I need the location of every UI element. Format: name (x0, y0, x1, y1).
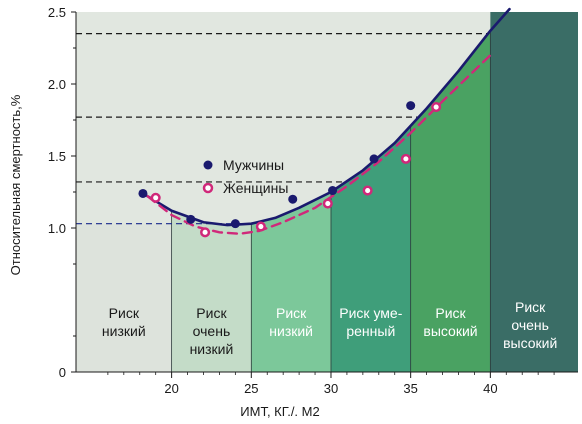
zone-2-label-line-1: низкий (269, 323, 313, 339)
x-tick-label-2: 30 (324, 381, 338, 396)
zone-4-area (410, 30, 491, 372)
reference-lines (76, 32, 489, 225)
y-axis-label: Относительная смертность,% (8, 94, 23, 275)
legend-marker-women (202, 182, 214, 194)
fit-curve-men (141, 7, 511, 227)
men-point-0 (138, 188, 148, 198)
zone-1-label-line-2: низкий (190, 341, 234, 357)
legend-label-women: Женщины (223, 180, 288, 196)
zone-5-label-line-1: очень (511, 317, 549, 333)
women-point-1 (200, 227, 211, 238)
legend-label-men: Мужчины (223, 157, 284, 173)
men-point-3 (288, 194, 298, 204)
men-point-1 (186, 214, 196, 224)
zone-1-label-line-1: очень (193, 323, 231, 339)
zone-5-label-line-0: Риск (515, 299, 546, 315)
x-tick-label-3: 35 (403, 381, 417, 396)
women-point-2 (255, 221, 266, 232)
women-point-0 (150, 192, 161, 203)
data-points (138, 101, 442, 238)
zone-5-label-line-2: высокий (503, 335, 557, 351)
fit-curves (141, 7, 511, 235)
zone-0-label-line-1: низкий (102, 323, 146, 339)
y-tick-label-1: 1.0 (48, 221, 66, 236)
y-tick-label-3: 2.0 (48, 77, 66, 92)
men-point-6 (406, 101, 416, 111)
zone-3-area (330, 125, 411, 372)
women-point-4 (362, 185, 373, 196)
legend-marker-men (203, 160, 213, 170)
fit-curve-women (146, 54, 492, 235)
axes: 0 1.0 1.5 2.0 2.5 20 25 30 35 40 (48, 5, 578, 396)
zone-3-label-line-1: ренный (346, 323, 395, 339)
x-tick-label-0: 20 (164, 381, 178, 396)
women-point-3 (322, 198, 333, 209)
men-point-5 (369, 154, 379, 164)
zone-4-label-line-1: высокий (423, 323, 477, 339)
zone-1-label-line-0: Риск (196, 305, 227, 321)
legend: Мужчины Женщины (202, 157, 288, 196)
risk-zones: Риск низкий Риск очень низкий Риск низкий Риск … (76, 12, 578, 372)
zone-2-area (251, 192, 331, 372)
x-tick-label-4: 40 (483, 381, 497, 396)
men-point-4 (328, 186, 338, 196)
zone-4-label-line-0: Риск (435, 305, 466, 321)
x-tick-label-1: 25 (244, 381, 258, 396)
zone-3-label-line-0: Риск уме- (339, 305, 402, 321)
men-point-2 (230, 219, 240, 229)
zone-2-label-line-0: Риск (276, 305, 307, 321)
zone-0-area (76, 223, 172, 372)
zone-1-area (171, 210, 252, 372)
women-point-5 (400, 153, 411, 164)
women-point-6 (431, 101, 442, 113)
y-tick-label-4: 2.5 (48, 5, 66, 20)
x-axis-label: ИМТ, КГ./. М2 (240, 404, 319, 419)
zone-5-area (490, 12, 578, 372)
y-tick-label-0: 0 (59, 365, 66, 380)
zone-0-label-line-0: Риск (109, 305, 140, 321)
y-tick-label-2: 1.5 (48, 149, 66, 164)
